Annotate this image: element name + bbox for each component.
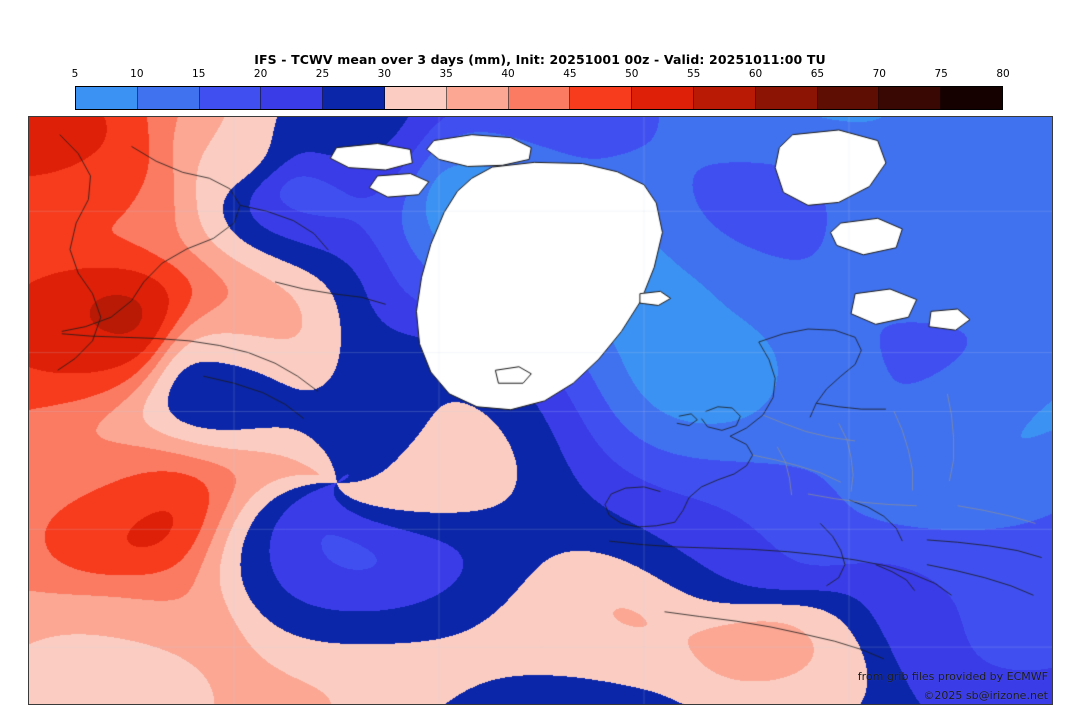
colorbar-segment-4 (323, 87, 385, 109)
colorbar-tick-80: 80 (996, 68, 1010, 80)
colorbar-segment-5 (384, 87, 447, 109)
colorbar-segment-2 (199, 87, 262, 109)
colorbar-tick-75: 75 (934, 68, 948, 80)
colorbar-segment-1 (137, 87, 200, 109)
colorbar-segment-14 (941, 87, 1002, 109)
colorbar-segment-9 (632, 87, 694, 109)
colorbar-segment-7 (508, 87, 571, 109)
colorbar-tick-labels: 5 10 15 20 25 30 35 40 45 50 55 60 65 70 75 80 (71, 68, 1010, 82)
colorbar-tick-45: 45 (563, 68, 577, 80)
tcwv-contour-field (29, 117, 1052, 704)
colorbar-tick-15: 15 (192, 68, 206, 80)
attribution-copyright: ©2025 sb@irizone.net (923, 689, 1048, 702)
colorbar (75, 86, 1003, 110)
page-title: IFS - TCWV mean over 3 days (mm), Init: … (254, 52, 826, 67)
colorbar-tick-65: 65 (810, 68, 825, 80)
colorbar-segment-8 (570, 87, 633, 109)
colorbar-segment-0 (76, 87, 138, 109)
colorbar-tick-25: 25 (315, 68, 330, 80)
colorbar-segment-3 (261, 87, 324, 109)
colorbar-tick-20: 20 (253, 68, 268, 80)
colorbar-segment-10 (693, 87, 756, 109)
colorbar-tick-5: 5 (71, 68, 79, 80)
attribution-source: from grib files provided by ECMWF (857, 670, 1048, 683)
colorbar-tick-40: 40 (501, 68, 515, 80)
colorbar-segment-6 (446, 87, 509, 109)
colorbar-tick-55: 55 (686, 68, 701, 80)
colorbar-tick-30: 30 (377, 68, 392, 80)
colorbar-tick-10: 10 (130, 68, 144, 80)
colorbar-segment-13 (879, 87, 942, 109)
colorbar-segment-11 (755, 87, 818, 109)
colorbar-gradient (75, 86, 1003, 110)
colorbar-tick-70: 70 (872, 68, 886, 80)
colorbar-segment-12 (817, 87, 880, 109)
colorbar-tick-50: 50 (625, 68, 639, 80)
colorbar-tick-60: 60 (748, 68, 763, 80)
weather-map[interactable] (28, 116, 1053, 705)
colorbar-tick-35: 35 (439, 68, 453, 80)
